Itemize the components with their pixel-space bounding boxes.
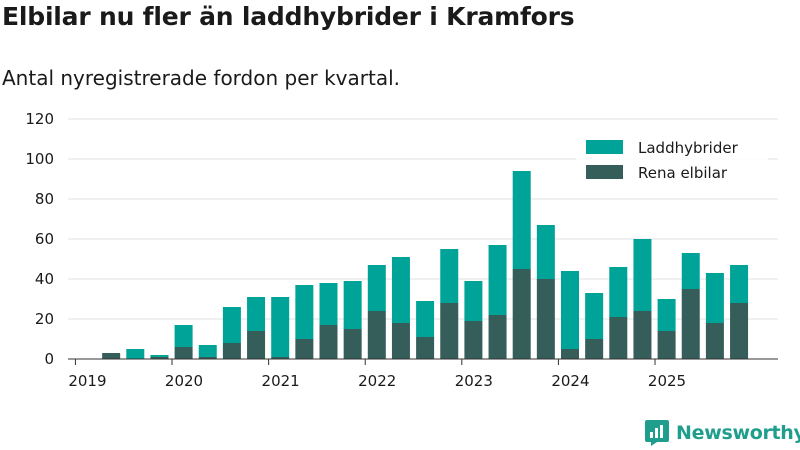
bar-rena-elbilar — [730, 303, 749, 359]
y-tick-label: 80 — [35, 190, 54, 208]
bar-rena-elbilar — [561, 349, 579, 359]
bar-laddhybrider — [488, 245, 507, 315]
bar-rena-elbilar — [222, 343, 241, 359]
bar-rena-elbilar — [102, 353, 121, 359]
newsworthy-logo-icon — [645, 420, 669, 446]
bar-rena-elbilar — [319, 325, 338, 359]
bar-rena-elbilar — [464, 321, 483, 359]
y-tick-label: 100 — [25, 150, 54, 168]
legend-label: Laddhybrider — [638, 139, 739, 157]
bar-laddhybrider — [464, 281, 483, 321]
x-tick-label: 2019 — [68, 372, 106, 390]
bar-laddhybrider — [585, 293, 604, 339]
bars — [102, 171, 749, 359]
bar-rena-elbilar — [536, 279, 555, 359]
bar-laddhybrider — [609, 267, 628, 317]
x-tick-label: 2020 — [165, 372, 203, 390]
x-tick-label: 2025 — [648, 372, 686, 390]
bar-laddhybrider — [271, 297, 290, 357]
bar-rena-elbilar — [174, 347, 193, 359]
y-axis: 0 20 40 60 80 100 120 — [25, 110, 54, 368]
bar-rena-elbilar — [391, 323, 410, 359]
y-tick-label: 20 — [35, 310, 54, 328]
bar-laddhybrider — [440, 249, 459, 303]
bar-rena-elbilar — [295, 339, 314, 359]
bar-rena-elbilar — [633, 311, 652, 359]
bar-rena-elbilar — [488, 315, 507, 359]
bar-rena-elbilar — [681, 289, 700, 359]
bar-laddhybrider — [319, 283, 338, 325]
bar-rena-elbilar — [198, 357, 217, 359]
brand-name: Newsworthy — [676, 422, 800, 444]
bar-laddhybrider — [295, 285, 314, 339]
bar-rena-elbilar — [343, 329, 362, 359]
y-tick-label: 120 — [25, 110, 54, 128]
bar-laddhybrider — [222, 307, 241, 343]
y-tick-label: 40 — [35, 270, 54, 288]
bar-laddhybrider — [705, 273, 724, 323]
bar-rena-elbilar — [271, 357, 290, 359]
y-tick-label: 0 — [44, 350, 54, 368]
bar-rena-elbilar — [367, 311, 386, 359]
bar-rena-elbilar — [150, 357, 169, 359]
bar-rena-elbilar — [657, 331, 676, 359]
bar-laddhybrider — [512, 171, 531, 269]
legend-swatch — [586, 165, 623, 179]
bar-laddhybrider — [681, 253, 700, 289]
bar-rena-elbilar — [609, 317, 628, 359]
bar-laddhybrider — [633, 239, 652, 311]
bar-laddhybrider — [126, 349, 145, 359]
y-tick-label: 60 — [35, 230, 54, 248]
bar-laddhybrider — [730, 265, 749, 303]
x-tick-label: 2023 — [455, 372, 493, 390]
bar-laddhybrider — [247, 297, 266, 331]
bar-rena-elbilar — [247, 331, 266, 359]
bar-laddhybrider — [367, 265, 386, 311]
bar-rena-elbilar — [512, 269, 531, 359]
x-tick-label: 2024 — [551, 372, 589, 390]
bar-rena-elbilar — [440, 303, 459, 359]
bar-laddhybrider — [416, 301, 435, 337]
legend-label: Rena elbilar — [638, 164, 728, 182]
brand-logo: Newsworthy — [644, 419, 800, 447]
bar-laddhybrider — [343, 281, 362, 329]
bar-laddhybrider — [536, 225, 555, 279]
bar-rena-elbilar — [585, 339, 604, 359]
chart-title: Elbilar nu fler än laddhybrider i Kramfo… — [2, 2, 575, 31]
bar-rena-elbilar — [705, 323, 724, 359]
bar-rena-elbilar — [416, 337, 435, 359]
x-tick-label: 2021 — [262, 372, 300, 390]
bar-laddhybrider — [150, 355, 169, 357]
x-tick-label: 2022 — [358, 372, 396, 390]
bar-laddhybrider — [174, 325, 193, 347]
legend-swatch — [586, 140, 623, 154]
bar-laddhybrider — [391, 257, 410, 323]
chart-subtitle: Antal nyregistrerade fordon per kvartal. — [2, 66, 401, 90]
bar-laddhybrider — [561, 271, 579, 349]
x-axis: 2019 2020 2021 2022 2023 2024 2025 — [68, 358, 778, 390]
legend: Laddhybrider Rena elbilar — [576, 132, 768, 190]
bar-laddhybrider — [198, 345, 217, 357]
bar-laddhybrider — [657, 299, 676, 331]
